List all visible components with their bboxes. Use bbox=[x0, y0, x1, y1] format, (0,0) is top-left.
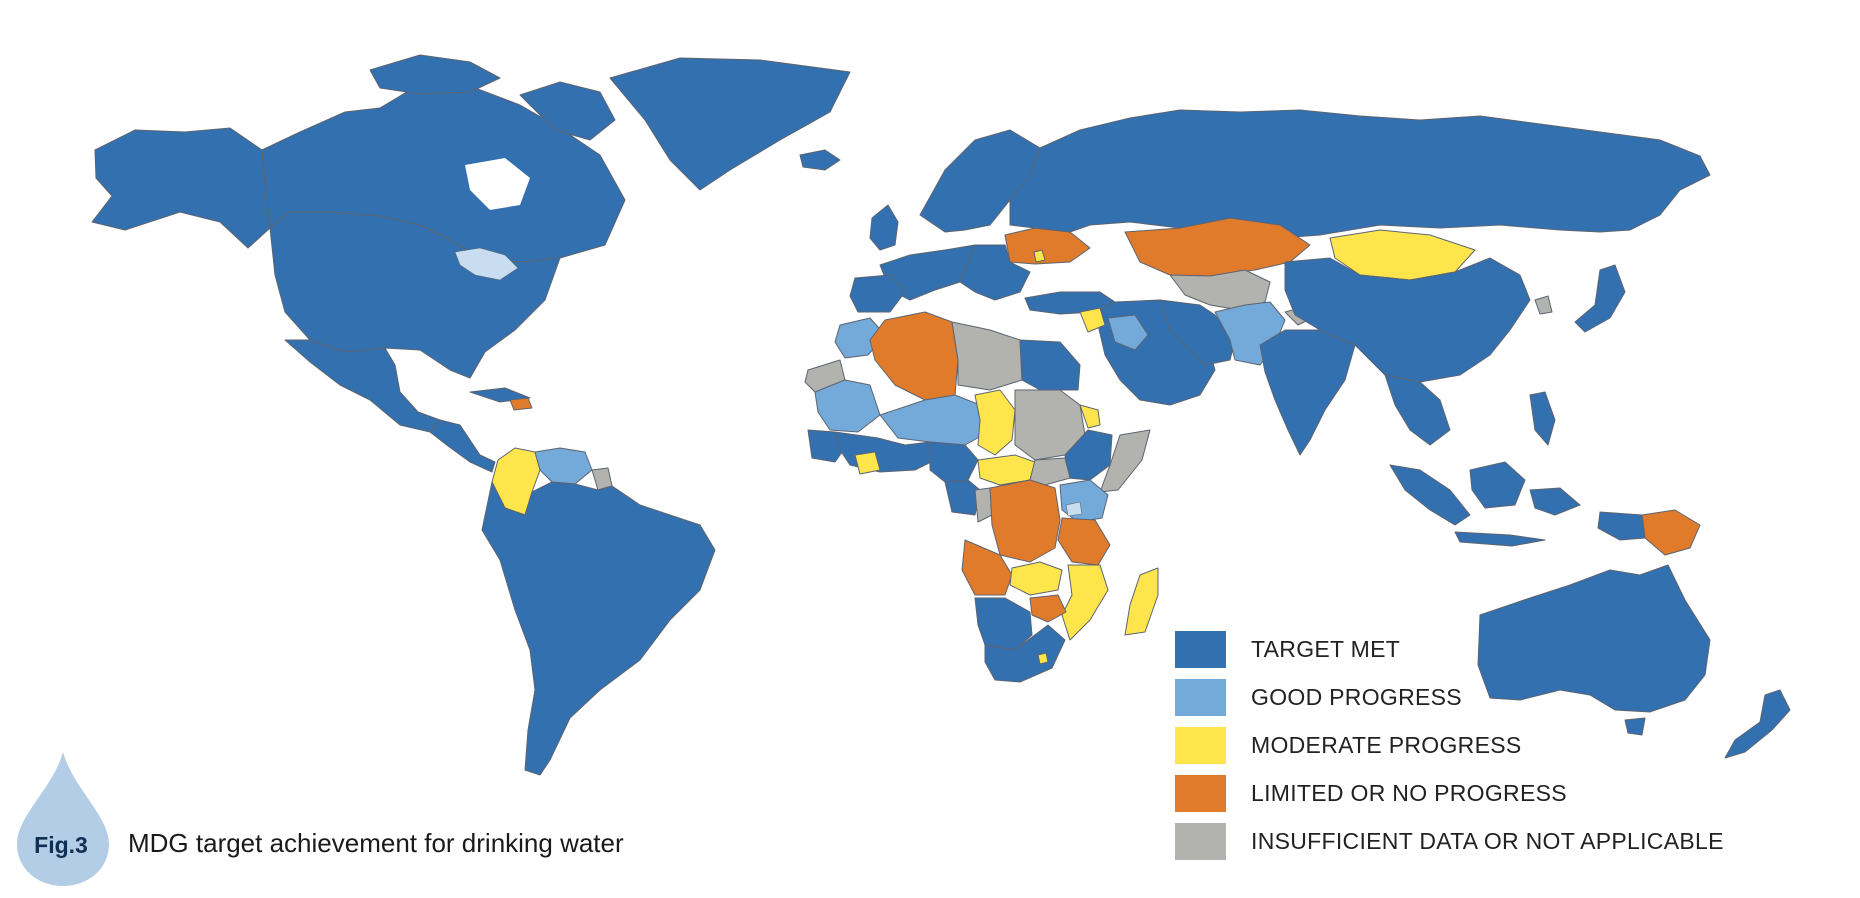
legend-item-moderate-progress: MODERATE PROGRESS bbox=[1175, 721, 1815, 769]
region-baffin-island bbox=[519, 81, 616, 141]
region-iberia bbox=[849, 274, 906, 313]
region-libya bbox=[951, 321, 1023, 391]
legend-label-limited-progress: LIMITED OR NO PROGRESS bbox=[1251, 779, 1567, 806]
region-mexico bbox=[284, 339, 441, 433]
region-south-africa bbox=[984, 624, 1066, 683]
region-zambia bbox=[1009, 561, 1063, 596]
region-china bbox=[1284, 257, 1531, 383]
region-moldova bbox=[1033, 249, 1046, 263]
region-lesotho bbox=[1037, 652, 1049, 665]
legend-swatch-target-met bbox=[1175, 630, 1226, 668]
region-syria-jordan bbox=[1079, 307, 1106, 333]
figure-caption: Fig.3 MDG target achievement for drinkin… bbox=[15, 748, 815, 888]
region-nigeria bbox=[929, 441, 979, 483]
region-papua-new-guinea bbox=[1641, 509, 1701, 556]
region-russia bbox=[1009, 109, 1711, 239]
region-java bbox=[1454, 531, 1546, 547]
region-madagascar bbox=[1124, 567, 1159, 636]
region-egypt bbox=[1019, 339, 1081, 391]
region-indonesia-east bbox=[1529, 487, 1581, 516]
region-senegal-guinea bbox=[807, 429, 846, 463]
region-australia bbox=[1477, 564, 1711, 713]
region-iran bbox=[1159, 299, 1236, 366]
legend-swatch-good-progress bbox=[1175, 678, 1226, 716]
region-indonesia-west bbox=[1389, 464, 1471, 526]
legend-label-moderate-progress: MODERATE PROGRESS bbox=[1251, 731, 1522, 758]
water-drop-icon bbox=[17, 752, 109, 886]
region-cameroon-gabon bbox=[944, 479, 981, 516]
region-greenland bbox=[609, 57, 851, 191]
region-tasmania bbox=[1624, 717, 1646, 736]
figure-number: Fig.3 bbox=[34, 832, 88, 858]
region-zimbabwe bbox=[1029, 594, 1067, 623]
region-congo bbox=[974, 487, 993, 523]
legend-swatch-insufficient-data bbox=[1175, 822, 1226, 860]
region-mauritania bbox=[814, 379, 881, 433]
region-central-america bbox=[429, 419, 496, 473]
region-kazakhstan bbox=[1124, 217, 1311, 277]
region-great-lakes bbox=[454, 247, 519, 281]
region-iceland bbox=[799, 149, 841, 171]
region-japan bbox=[1574, 264, 1626, 333]
region-canadian-arctic-islands bbox=[369, 54, 501, 95]
region-new-zealand bbox=[1724, 689, 1791, 759]
region-eastern-europe bbox=[959, 244, 1031, 301]
region-namibia-botswana bbox=[974, 597, 1033, 651]
region-india bbox=[1259, 329, 1356, 456]
legend-swatch-moderate-progress bbox=[1175, 726, 1226, 764]
legend-label-insufficient-data: INSUFFICIENT DATA OR NOT APPLICABLE bbox=[1251, 827, 1724, 854]
region-algeria bbox=[869, 311, 959, 401]
region-great-britain bbox=[869, 204, 899, 251]
legend-item-insufficient-data: INSUFFICIENT DATA OR NOT APPLICABLE bbox=[1175, 817, 1815, 865]
legend-item-good-progress: GOOD PROGRESS bbox=[1175, 673, 1815, 721]
region-angola bbox=[961, 539, 1013, 596]
region-eritrea bbox=[1079, 404, 1101, 429]
region-uganda-kenya bbox=[1059, 479, 1109, 523]
region-central-asia bbox=[1169, 269, 1271, 311]
region-cuba bbox=[469, 387, 531, 403]
region-southeast-asia bbox=[1384, 374, 1451, 446]
region-north-korea bbox=[1534, 295, 1553, 315]
legend-label-target-met: TARGET MET bbox=[1251, 635, 1401, 662]
region-hudson-bay bbox=[465, 158, 530, 210]
region-mali-niger bbox=[879, 394, 993, 446]
region-brazil-and-south-america bbox=[481, 481, 716, 776]
figure-caption-text: MDG target achievement for drinking wate… bbox=[128, 828, 624, 858]
region-venezuela bbox=[534, 447, 593, 485]
region-tanzania bbox=[1057, 517, 1111, 566]
region-south-sudan bbox=[1029, 457, 1071, 486]
region-chad bbox=[974, 389, 1016, 456]
legend-item-target-met: TARGET MET bbox=[1175, 625, 1815, 673]
region-mozambique bbox=[1061, 564, 1109, 641]
region-dr-congo bbox=[989, 479, 1061, 563]
legend-label-good-progress: GOOD PROGRESS bbox=[1251, 683, 1462, 710]
region-cote-d-ivoire bbox=[854, 451, 881, 475]
region-lake-victoria bbox=[1065, 501, 1083, 517]
region-papua-indonesia bbox=[1597, 511, 1646, 541]
legend-item-limited-progress: LIMITED OR NO PROGRESS bbox=[1175, 769, 1815, 817]
region-haiti bbox=[509, 397, 533, 411]
region-philippines bbox=[1529, 391, 1556, 446]
region-iraq bbox=[1107, 314, 1149, 351]
map-legend: TARGET MET GOOD PROGRESS MODERATE PROGRE… bbox=[1175, 625, 1815, 865]
region-alaska bbox=[91, 127, 271, 249]
region-ukraine bbox=[1004, 227, 1091, 265]
legend-swatch-limited-progress bbox=[1175, 774, 1226, 812]
region-borneo bbox=[1469, 461, 1526, 509]
